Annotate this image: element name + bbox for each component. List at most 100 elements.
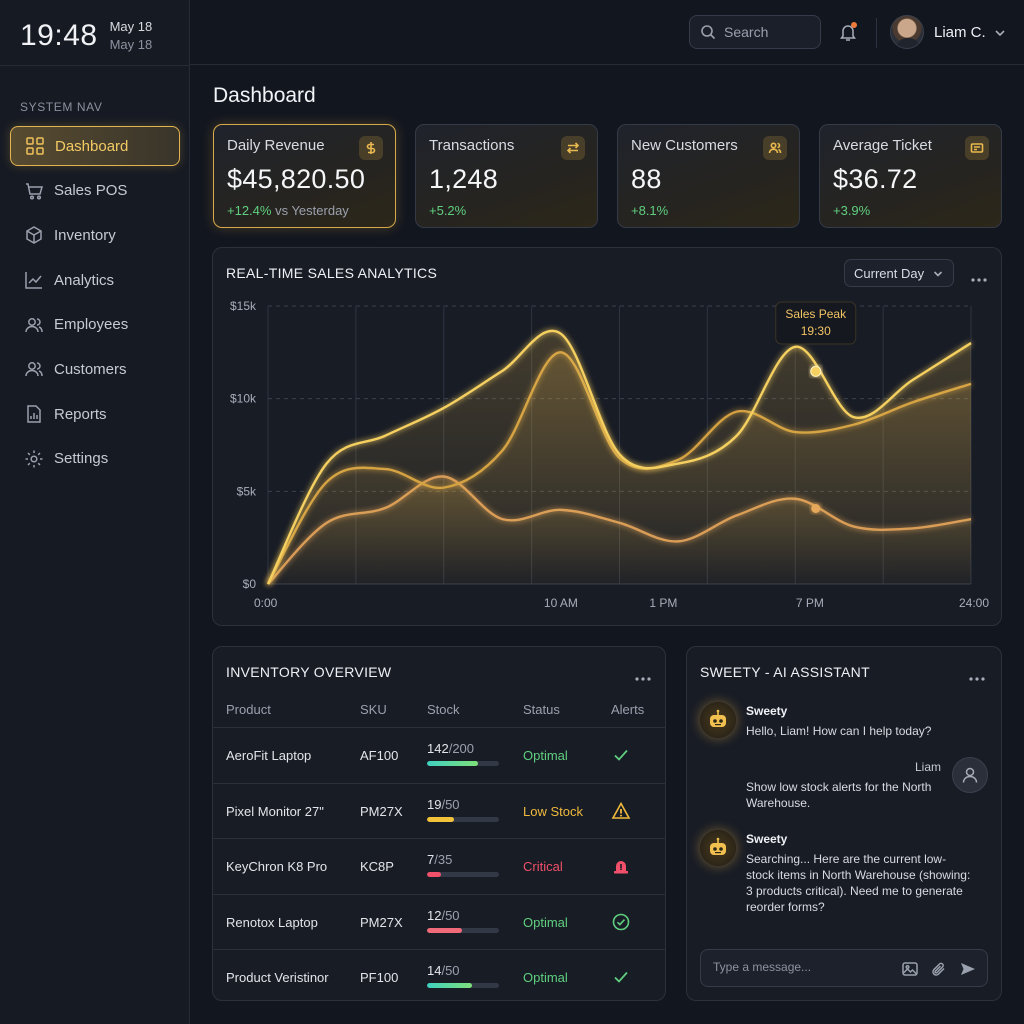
stock-current: 12 [427, 907, 442, 923]
check-icon [611, 967, 631, 987]
robot-icon [710, 837, 726, 855]
sidebar-item-employees[interactable]: Employees [10, 305, 180, 345]
sidebar-item-inventory[interactable]: Inventory [10, 215, 180, 255]
check-icon [611, 745, 631, 765]
more-options-button[interactable] [634, 669, 652, 681]
sidebar-item-label: Settings [54, 450, 109, 468]
kpi-value: $45,820.50 [227, 164, 366, 194]
warning-icon [611, 801, 631, 821]
sales-chart: $0 $5k $10k $15k 0:00 10 AM 1 PM 7 PM 24:00 Sales… [230, 299, 989, 610]
stock-bar-fill [427, 983, 472, 988]
table-row[interactable]: KeyChron K8 Pro KC8P 7/35 Critical [213, 838, 665, 893]
sidebar-item-customers[interactable]: Customers [10, 349, 180, 389]
status-badge: Optimal [523, 914, 568, 930]
stock-count: 14/50 [427, 963, 460, 978]
kpi-change-suffix: vs Yesterday [275, 203, 349, 218]
kpi-change-value: +12.4% [227, 203, 272, 218]
sidebar-item-sales-pos[interactable]: Sales POS [10, 171, 180, 211]
column-header-alerts[interactable]: Alerts [611, 702, 645, 717]
notifications-button[interactable] [838, 22, 858, 42]
user-name: Liam C. [934, 23, 986, 41]
sidebar-item-label: Employees [54, 316, 129, 334]
page-title: Dashboard [213, 84, 316, 107]
product-name: Product Veristinor [226, 970, 329, 985]
stock-current: 7 [427, 852, 435, 867]
column-header-stock[interactable]: Stock [427, 702, 460, 717]
inventory-panel: INVENTORY OVERVIEW Product SKU Stock Sta… [212, 646, 666, 1001]
report-icon [24, 404, 44, 424]
grid-icon [25, 136, 45, 156]
user-menu[interactable]: Liam C. [890, 15, 1006, 49]
more-icon [635, 677, 651, 681]
stock-total: /50 [441, 907, 460, 923]
top-bar: Liam C. [190, 0, 1024, 65]
chevron-down-icon [994, 26, 1006, 38]
sidebar-item-reports[interactable]: Reports [10, 394, 180, 434]
stock-bar [427, 983, 499, 988]
more-options-button[interactable] [968, 669, 986, 681]
more-icon [969, 677, 985, 681]
bell-icon [840, 25, 856, 41]
message-input[interactable] [713, 960, 893, 974]
message-sender: Sweety [746, 832, 788, 846]
status-badge: Optimal [523, 748, 568, 763]
kpi-card-daily-revenue[interactable]: Daily Revenue $45,820.50 +12.4% vs Yeste… [213, 124, 396, 228]
clock-date-secondary: May 18 [109, 37, 153, 52]
table-row[interactable]: Product Veristinor PF100 14/50 Optimal [213, 949, 665, 1004]
bot-avatar [700, 702, 736, 738]
series-line [266, 329, 972, 585]
swap-icon [561, 136, 585, 160]
users-icon [763, 136, 787, 160]
stock-bar [427, 927, 499, 933]
check-circle-icon [611, 912, 631, 932]
search-input[interactable] [724, 24, 814, 40]
notification-dot [851, 22, 857, 28]
sidebar-item-dashboard[interactable]: Dashboard [10, 126, 180, 166]
image-attach-button[interactable] [901, 960, 919, 978]
search-icon [701, 25, 716, 40]
sku: AF100 [360, 748, 399, 763]
robot-icon [710, 709, 726, 727]
alarm-icon [611, 856, 631, 876]
stock-bar-fill [427, 761, 479, 766]
table-row[interactable]: AeroFit Laptop AF100 142/200 Optimal [213, 727, 665, 782]
sidebar-item-analytics[interactable]: Analytics [10, 260, 180, 300]
more-options-button[interactable] [970, 270, 988, 282]
series-area [268, 330, 971, 584]
status-badge: Low Stock [523, 803, 583, 819]
clock-date-primary: May 18 [109, 19, 153, 34]
x-tick-label: 10 AM [544, 596, 578, 610]
gear-icon [24, 449, 44, 469]
column-header-product[interactable]: Product [226, 702, 271, 717]
clock: 19:48 May 18 May 18 [20, 18, 152, 54]
kpi-card-transactions[interactable]: Transactions 1,248 +5.2% [415, 124, 598, 228]
paperclip-icon [932, 962, 945, 976]
sidebar-item-label: Reports [54, 405, 107, 423]
column-header-sku[interactable]: SKU [360, 702, 387, 717]
sidebar: 19:48 May 18 May 18 SYSTEM NAV Dashboard… [0, 0, 190, 1024]
table-row[interactable]: Renotox Laptop PM27X 12/50 Optimal [213, 893, 665, 949]
sidebar-item-label: Analytics [54, 271, 115, 289]
stock-bar-fill [427, 872, 442, 877]
column-header-status[interactable]: Status [523, 702, 560, 717]
annotation-time: 19:30 [801, 324, 831, 338]
range-select[interactable]: Current Day [844, 259, 954, 287]
send-button[interactable] [959, 960, 977, 978]
kpi-card-new-customers[interactable]: New Customers 88 +8.1% [617, 124, 800, 228]
kpi-label: Daily Revenue [227, 137, 325, 154]
search-box[interactable] [689, 15, 821, 49]
stock-total: /50 [441, 963, 460, 978]
stock-bar-fill [427, 816, 455, 822]
kpi-label: New Customers [631, 137, 738, 154]
sku: PM27X [360, 803, 403, 819]
stock-bar [427, 816, 499, 822]
y-tick-label: $5k [237, 484, 257, 498]
stock-count: 19/50 [427, 797, 460, 812]
table-row[interactable]: Pixel Monitor 27" PM27X 19/50 Low Stock [213, 782, 665, 838]
attach-button[interactable] [930, 960, 948, 978]
more-icon [971, 278, 987, 282]
sales-analytics-panel: $0 $5k $10k $15k 0:00 10 AM 1 PM 7 PM 24:00 Sales… [212, 247, 1002, 626]
sidebar-item-settings[interactable]: Settings [10, 439, 180, 479]
image-icon [902, 962, 918, 976]
kpi-card-average-ticket[interactable]: Average Ticket $36.72 +3.9% [819, 124, 1002, 228]
